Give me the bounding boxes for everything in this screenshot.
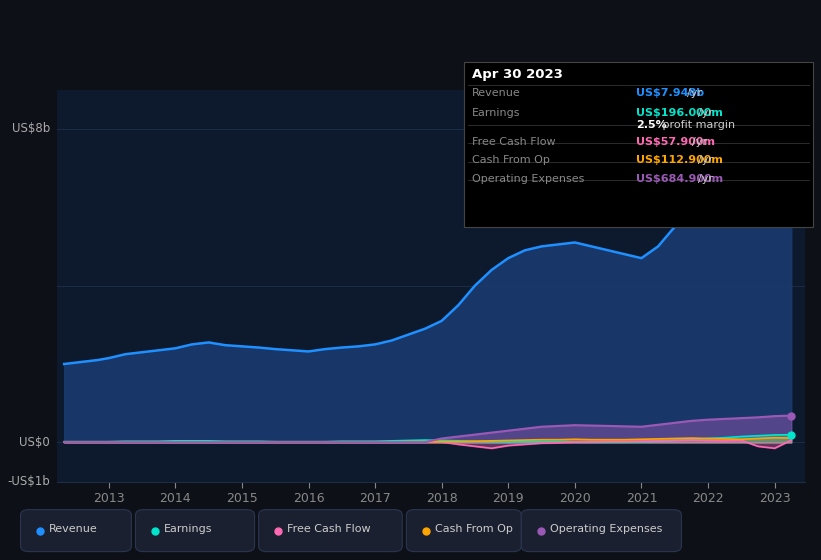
- Text: US$112.900m: US$112.900m: [636, 155, 723, 165]
- Text: Free Cash Flow: Free Cash Flow: [287, 525, 371, 534]
- Text: US$684.900m: US$684.900m: [636, 174, 723, 184]
- Text: Earnings: Earnings: [472, 108, 521, 118]
- Text: Revenue: Revenue: [49, 525, 98, 534]
- Text: Apr 30 2023: Apr 30 2023: [472, 68, 563, 81]
- Text: Operating Expenses: Operating Expenses: [472, 174, 585, 184]
- Text: US$7.948b: US$7.948b: [636, 88, 704, 98]
- Text: Revenue: Revenue: [472, 88, 521, 98]
- Text: profit margin: profit margin: [658, 120, 735, 130]
- Text: /yr: /yr: [698, 155, 713, 165]
- Text: 2.5%: 2.5%: [636, 120, 667, 130]
- Text: US$196.000m: US$196.000m: [636, 108, 723, 118]
- Text: Cash From Op: Cash From Op: [435, 525, 513, 534]
- Text: -US$1b: -US$1b: [7, 475, 50, 488]
- Text: US$8b: US$8b: [11, 122, 50, 136]
- Text: /yr: /yr: [698, 108, 713, 118]
- Text: Operating Expenses: Operating Expenses: [550, 525, 663, 534]
- Text: US$57.900m: US$57.900m: [636, 137, 715, 147]
- Text: Cash From Op: Cash From Op: [472, 155, 550, 165]
- Text: /yr: /yr: [686, 88, 701, 98]
- Text: Free Cash Flow: Free Cash Flow: [472, 137, 556, 147]
- Text: /yr: /yr: [692, 137, 707, 147]
- Text: Earnings: Earnings: [164, 525, 213, 534]
- Text: /yr: /yr: [698, 174, 713, 184]
- Text: US$0: US$0: [19, 436, 50, 449]
